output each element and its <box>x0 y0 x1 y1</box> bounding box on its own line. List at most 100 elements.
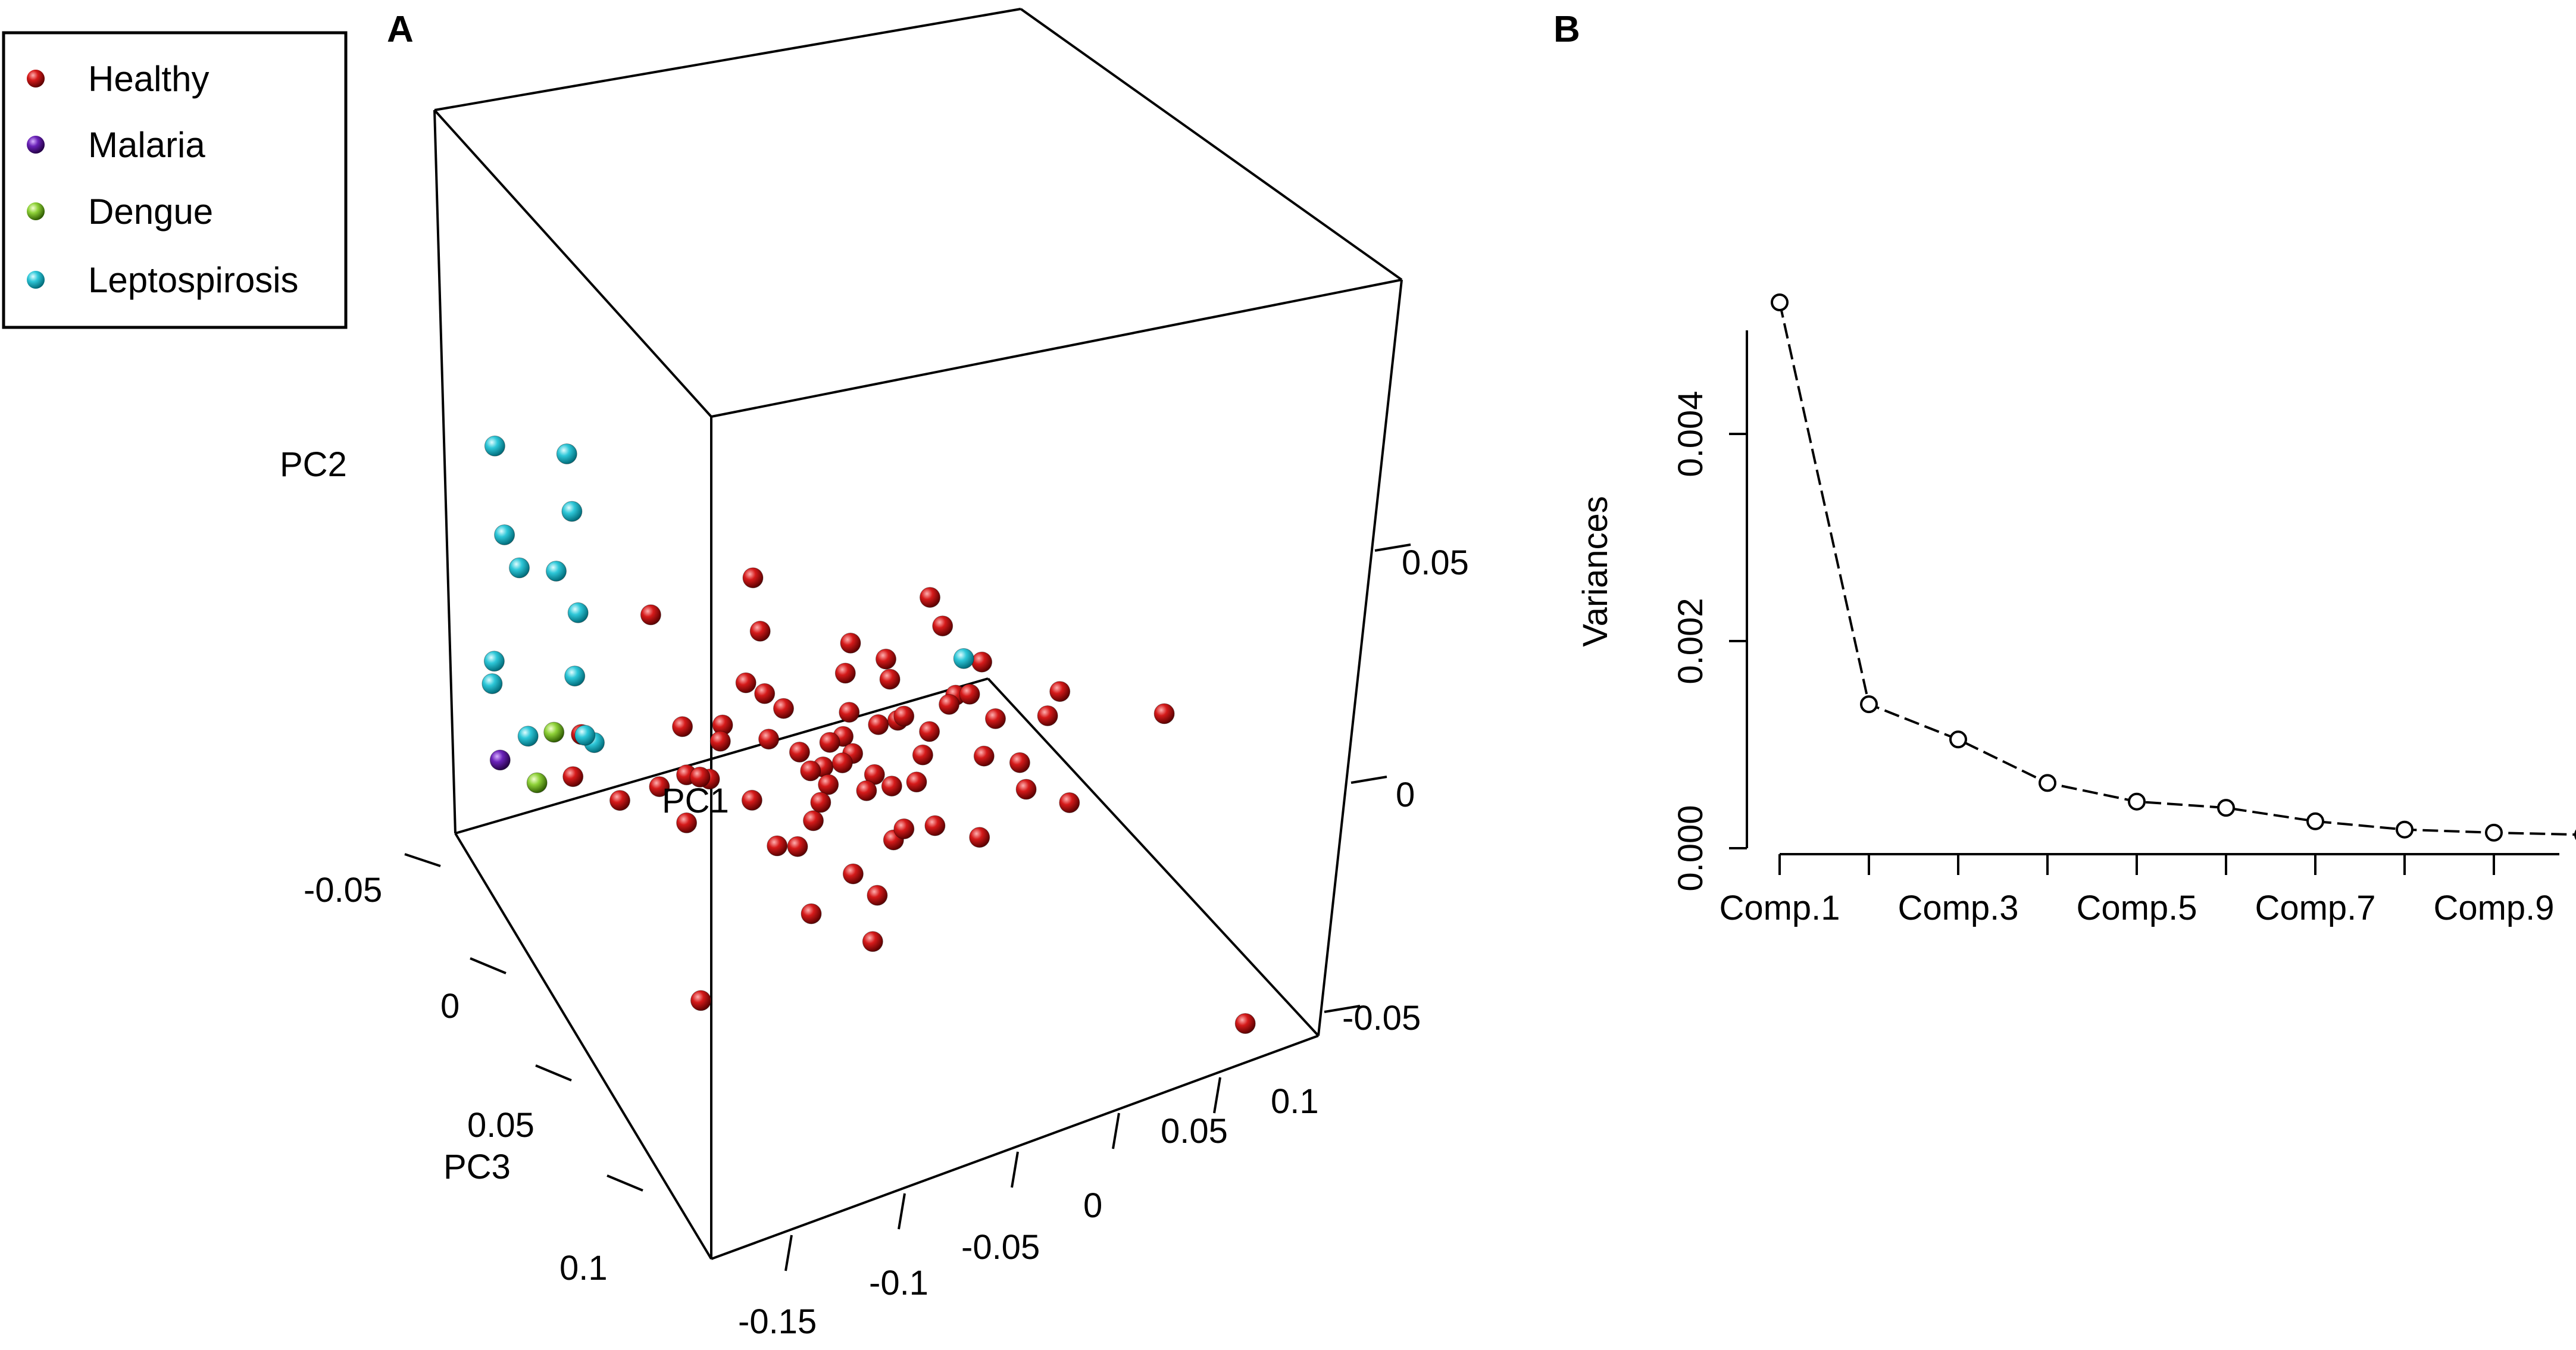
point-healthy <box>741 789 762 811</box>
point-healthy <box>1234 1013 1256 1034</box>
point-leptospirosis <box>574 724 596 746</box>
point-malaria <box>489 749 511 771</box>
variance-point <box>2039 774 2056 792</box>
point-dengue <box>526 772 548 793</box>
point-leptospirosis <box>564 665 586 687</box>
axis-tick <box>1213 1077 1221 1114</box>
point-healthy <box>810 792 831 813</box>
box-edge <box>711 279 1402 418</box>
point-healthy <box>906 771 927 793</box>
axis-tick-marks <box>404 543 1411 1271</box>
x-tick-label: Comp.1 <box>1719 889 1840 927</box>
point-leptospirosis <box>483 651 505 672</box>
y-tick-label: 0.004 <box>1671 390 1710 477</box>
point-healthy <box>676 812 698 833</box>
x-tick-label: Comp.5 <box>2076 889 2197 927</box>
pc1-tick-label: -0.05 <box>961 1228 1040 1267</box>
point-healthy <box>924 815 946 836</box>
point-healthy <box>767 835 788 857</box>
pc1-tick-label: -0.1 <box>869 1264 929 1302</box>
point-healthy <box>834 662 856 684</box>
pc1-tick-label: 0.05 <box>1161 1112 1228 1151</box>
variance-point <box>2217 799 2235 817</box>
box-edge <box>711 1035 1319 1260</box>
point-healthy <box>818 774 839 795</box>
point-healthy <box>831 752 853 774</box>
pc1-tick-label: -0.15 <box>738 1302 817 1341</box>
panel-b-scree-plot: 0.000 0.002 0.004 Comp.1 Comp.3 Comp.5 Comp.7… <box>1576 293 2576 927</box>
point-healthy <box>803 810 824 832</box>
point-leptospirosis <box>482 673 503 695</box>
point-healthy <box>1059 792 1080 813</box>
pc3-tick-label: 0.05 <box>467 1106 534 1145</box>
panel-label-a: A <box>387 9 414 50</box>
box-edge <box>433 109 712 418</box>
point-healthy <box>1153 703 1175 724</box>
box-edge <box>1317 279 1403 1036</box>
point-leptospirosis <box>953 648 974 669</box>
axis-tick <box>784 1235 793 1271</box>
point-healthy <box>969 827 990 848</box>
point-healthy <box>1009 752 1030 773</box>
legend-item-malaria: Malaria <box>27 125 205 165</box>
pc2-tick-label: -0.05 <box>1342 999 1421 1038</box>
legend-item-healthy: Healthy <box>27 59 209 99</box>
axis-tick <box>898 1193 906 1230</box>
point-healthy <box>789 742 810 762</box>
axis-tick <box>1112 1112 1120 1149</box>
point-healthy <box>879 668 901 690</box>
y-tick-label: 0.000 <box>1671 805 1710 891</box>
point-healthy <box>932 615 954 637</box>
point-healthy <box>758 729 780 750</box>
pc2-axis-label: PC2 <box>280 445 347 484</box>
point-healthy <box>920 587 940 608</box>
point-healthy <box>1037 705 1058 726</box>
pc3-tick-label: 0 <box>440 987 459 1026</box>
x-tick-label: Comp.9 <box>2433 889 2554 927</box>
legend-label-healthy: Healthy <box>88 59 209 99</box>
point-healthy <box>749 620 771 642</box>
pc2-axis: -0.05 0 0.05 PC2 <box>280 445 1469 1038</box>
point-healthy <box>735 672 756 693</box>
point-healthy <box>912 744 933 765</box>
point-healthy <box>640 604 661 626</box>
point-leptospirosis <box>561 501 583 522</box>
pc1-axis-label: PC1 <box>662 782 729 820</box>
point-healthy <box>862 931 883 952</box>
x-tick-label: Comp.7 <box>2255 889 2375 927</box>
axis-tick <box>470 957 507 974</box>
box-edge <box>434 8 1021 111</box>
legend-label-malaria: Malaria <box>88 125 205 165</box>
pc3-tick-label: -0.05 <box>304 871 382 910</box>
legend-item-dengue: Dengue <box>27 192 213 232</box>
legend-marker-healthy <box>27 70 45 88</box>
variance-point <box>2396 820 2414 839</box>
point-healthy <box>609 790 630 811</box>
point-healthy <box>787 836 808 857</box>
legend-label-leptospirosis: Leptospirosis <box>88 260 299 300</box>
point-healthy <box>672 716 693 738</box>
legend-marker-dengue <box>27 202 45 220</box>
variance-line <box>1778 302 2576 836</box>
point-healthy <box>919 721 940 742</box>
point-healthy <box>867 885 888 906</box>
point-healthy <box>959 683 980 705</box>
point-healthy <box>893 818 915 839</box>
point-healthy <box>876 648 896 670</box>
point-healthy <box>839 702 860 723</box>
point-healthy <box>801 903 822 924</box>
point-healthy <box>742 567 764 589</box>
point-leptospirosis <box>567 602 589 623</box>
pc3-axis-label: PC3 <box>443 1148 511 1186</box>
point-healthy <box>985 708 1006 729</box>
legend-marker-malaria <box>27 136 45 154</box>
point-healthy <box>893 705 915 727</box>
point-healthy <box>709 730 731 752</box>
point-healthy <box>773 698 794 719</box>
point-leptospirosis <box>517 726 539 747</box>
panel-a-3d-scatter: -0.05 0 0.05 PC2 -0.05 0 0.05 0.1 PC3 -0… <box>280 8 1469 1341</box>
point-healthy <box>689 767 711 788</box>
box-edge <box>455 677 989 835</box>
scatter-points <box>482 435 1256 1034</box>
point-healthy <box>1049 681 1071 702</box>
